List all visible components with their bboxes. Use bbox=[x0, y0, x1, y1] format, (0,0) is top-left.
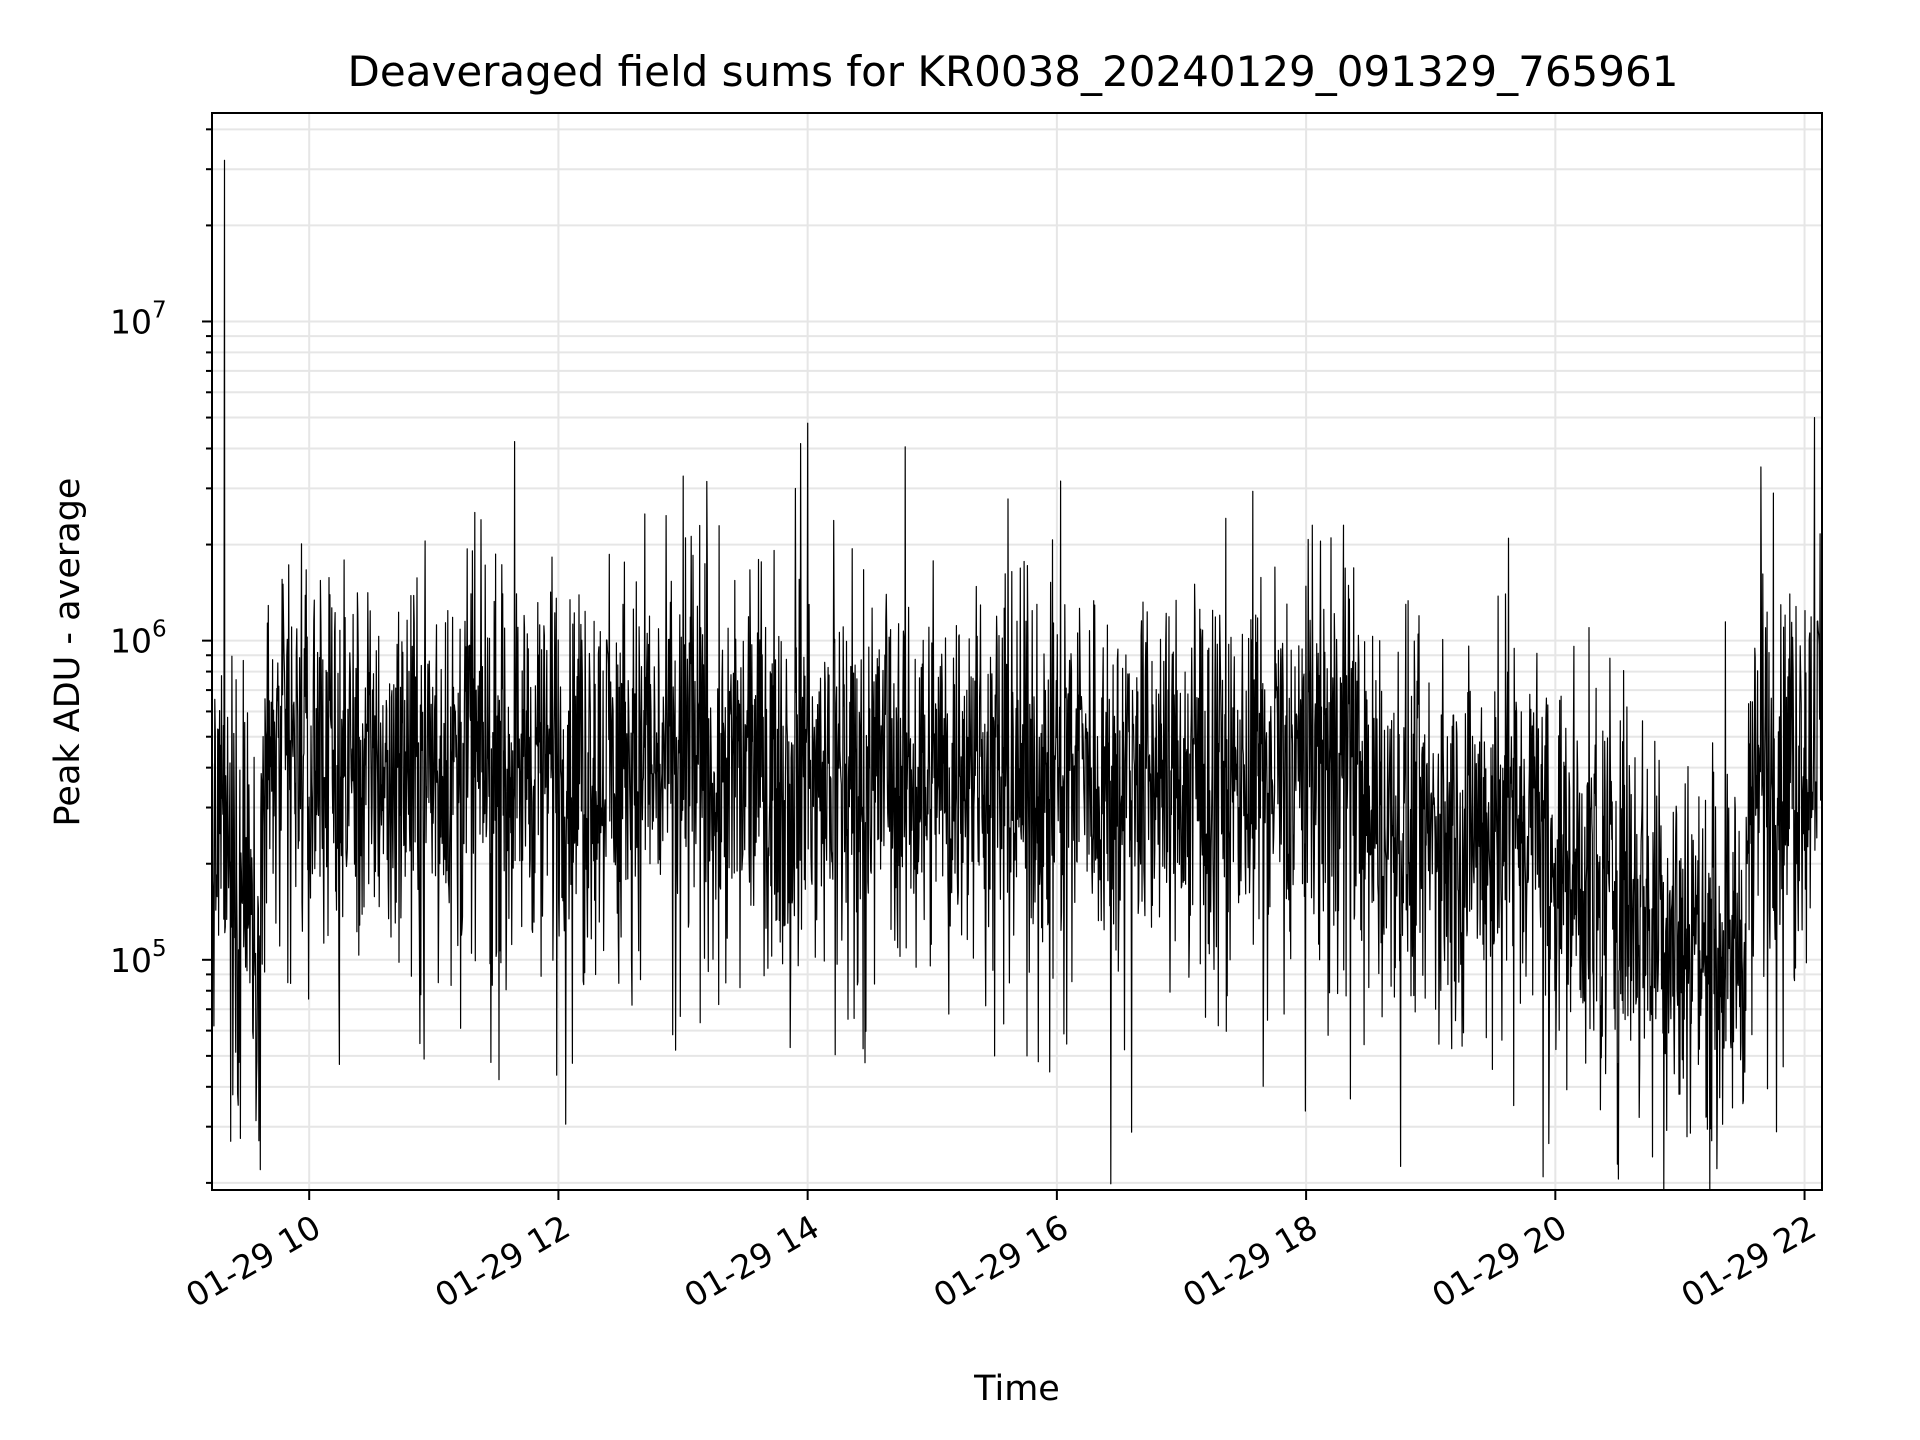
x-axis-label: Time bbox=[973, 1369, 1060, 1409]
chart-title: Deaveraged field sums for KR0038_2024012… bbox=[348, 47, 1679, 96]
y-axis-label: Peak ADU - average bbox=[48, 478, 88, 827]
y-tick-label: 107 bbox=[110, 297, 167, 341]
series-group bbox=[211, 159, 1823, 1191]
plot-frame bbox=[211, 112, 1823, 1191]
y-tick-label: 106 bbox=[110, 617, 167, 661]
series-line bbox=[211, 159, 1823, 1191]
y-tick-label: 105 bbox=[110, 936, 167, 980]
